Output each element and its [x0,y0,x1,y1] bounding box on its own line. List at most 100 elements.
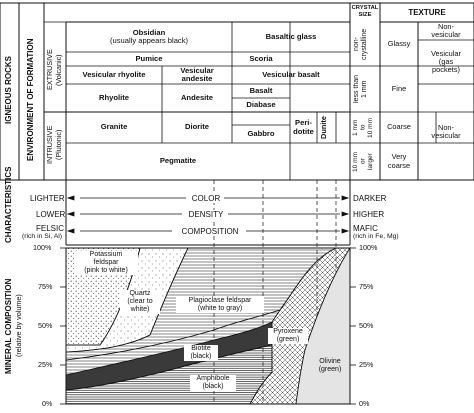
diabase-cell: Diabase [246,99,276,109]
nonvesicular-top-cell: Non- vesicular [418,22,474,40]
vesicular-basalt-cell: Vesicular basalt [262,69,320,79]
obsidian-cell: Obsidian (usually appears black) [66,22,232,52]
noncrystalline-cell: non- crystalline [353,24,369,64]
vesicular-cell: Vesicular (gas pockets) [418,40,474,84]
plagioclase-label: Plagioclase feldspar (white to gray) [176,297,264,313]
texture-header: TEXTURE [408,8,446,17]
quartz-line2: (clear to [127,298,153,305]
one-to-ten-mm-cell: 1 mm to 10 mm [352,113,374,142]
biotite-label: Biotite (black) [184,345,218,361]
nonvesicular-top-line2: vesicular [431,30,461,39]
felsic-note: (rich in Si, Al) [22,233,63,240]
olivine-line2: (green) [318,366,342,373]
basaltic-glass-cell: Basaltic glass [265,31,317,41]
ten-or-larger-line1: 10 mm [352,151,359,172]
quartz-label: Quartz (clear to white) [120,290,160,314]
granite-cell: Granite [100,122,128,132]
left-tick-100: 100% [33,243,52,252]
olivine-label: Olivine (green) [313,358,347,374]
vesicular-line2: (gas [438,56,454,66]
very-coarse-line2: coarse [387,160,411,170]
pumice-cell: Pumice [135,53,163,63]
quartz-line1: Quartz [129,290,151,297]
vesicular-andesite-cell: Vesicular andesite [162,66,232,84]
andesite-cell: Andesite [180,92,214,102]
noncrystalline-line1: non- [353,37,360,52]
nonvesicular-bottom-line1: Non- [437,122,455,132]
right-tick-75: 75% [359,282,374,291]
right-tick-50: 50% [359,321,374,330]
pyroxene-line1: Pyroxene [273,328,303,335]
glassy-cell: Glassy [387,38,411,48]
peridotite-line1: Peri- [295,118,312,128]
obsidian-note: (usually appears black) [109,36,189,45]
amphibole-line2: (black) [202,383,224,390]
one-to-ten-line2: to [359,124,367,131]
lower-label: LOWER [36,210,66,219]
noncrystalline-line2: crystalline [361,28,368,60]
pyroxene-label: Pyroxene (green) [268,328,308,344]
less-than-line2: 1 mm [361,80,368,98]
potassium-feldspar-label: Potassium feldspar (pink to white) [74,251,138,275]
intrusive-sub-label: (Plutonic) [54,129,63,161]
felsic-label: FELSIC [36,224,65,233]
left-tick-75: 75% [38,282,53,291]
right-tick-25: 25% [359,360,374,369]
mafic-note: (rich in Fe, Mg) [353,233,399,240]
potassium-line2: feldspar [93,259,119,266]
vesicular-andesite-line2: andesite [181,74,213,83]
potassium-line3: (pink to white) [84,267,128,274]
plagioclase-line1: Plagioclase feldspar [188,297,252,304]
environment-label: ENVIRONMENT OF FORMATION [26,38,35,161]
igneous-rocks-label: IGNEOUS ROCKS [4,56,13,125]
amphibole-line1: Amphibole [196,375,230,382]
scoria-cell: Scoria [249,53,273,63]
ten-or-larger-line2: or [359,158,367,165]
ten-or-larger-line3: larger [366,153,374,170]
color-label: COLOR [188,194,224,203]
size-header-word: SIZE [358,11,372,18]
left-tick-25: 25% [38,360,53,369]
left-tick-0: 0% [42,399,53,408]
olivine-line1: Olivine [319,358,341,365]
lighter-label: LIGHTER [30,194,65,203]
gabbro-cell: Gabbro [247,128,275,138]
less-than-1mm-cell: less than 1 mm [353,68,369,110]
dunite-cell: Dunite [319,116,328,139]
diorite-cell: Diorite [184,122,210,132]
extrusive-label: EXTRUSIVE [45,49,54,91]
biotite-line1: Biotite [191,345,211,352]
relative-by-volume-label: (relative by volume) [14,294,23,358]
extrusive-sub-label: (Volcanic) [54,54,63,86]
very-coarse-cell: Very coarse [380,143,418,180]
peridotite-line2: dotite [293,126,314,136]
crystal-header-word: CRYSTAL [351,5,379,11]
nonvesicular-bottom-cell: Non- vesicular [418,84,474,180]
right-tick-0: 0% [359,399,370,408]
nonvesicular-top-line1: Non- [437,21,455,31]
crystal-size-header: CRYSTAL SIZE [350,5,380,18]
mineral-composition-label: MINERAL COMPOSITION [4,278,13,374]
basalt-cell: Basalt [249,85,273,95]
obsidian-name: Obsidian [132,27,166,37]
quartz-line3: white) [130,306,150,313]
vesicular-andesite-line1: Vesicular [180,65,214,75]
composition-label: COMPOSITION [174,227,246,236]
darker-label: DARKER [353,194,387,203]
left-tick-50: 50% [38,321,53,330]
pegmatite-cell: Pegmatite [159,156,197,166]
fine-cell: Fine [391,83,407,93]
biotite-line2: (black) [190,353,212,360]
peridotite-cell: Peri- dotite [290,112,317,143]
ten-or-larger-cell: 10 mm or larger [352,144,374,179]
vesicular-line3: pockets) [432,65,460,75]
nonvesicular-bottom-line2: vesicular [431,131,461,140]
density-label: DENSITY [184,210,228,219]
one-to-ten-line3: 10 mm [366,117,374,138]
coarse-cell: Coarse [387,122,411,132]
higher-label: HIGHER [353,210,385,219]
rhyolite-cell: Rhyolite [99,92,129,102]
potassium-line1: Potassium [89,251,123,258]
very-coarse-line1: Very [391,152,407,162]
